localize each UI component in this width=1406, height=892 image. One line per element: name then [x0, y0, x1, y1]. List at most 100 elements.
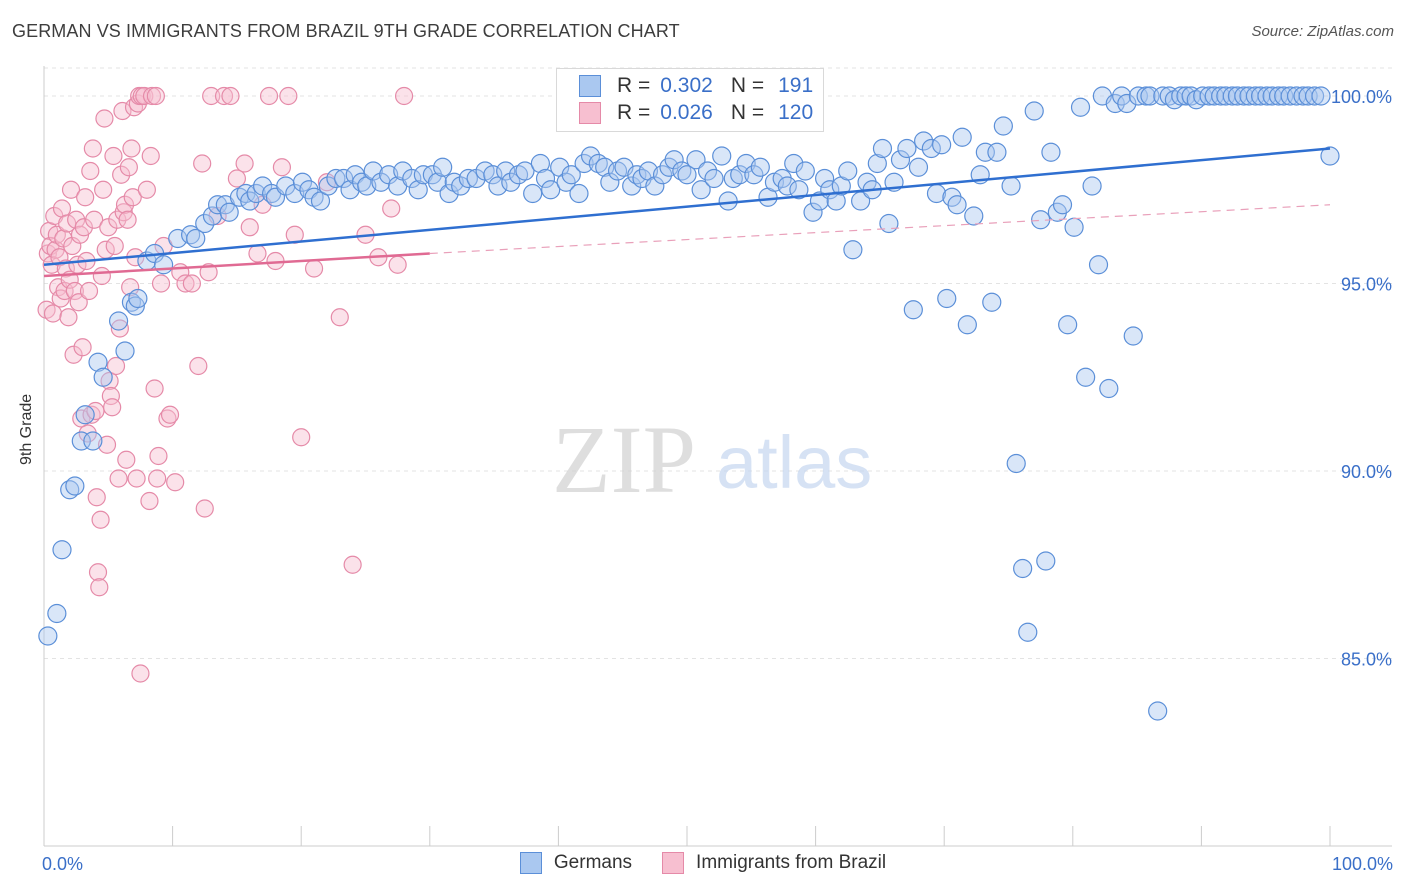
bottom-legend-germans[interactable]: Germans — [519, 852, 633, 874]
brazil-point-108 — [279, 86, 298, 106]
german-point-0 — [38, 626, 58, 646]
german-point-166 — [1117, 93, 1137, 114]
brazil-point-94 — [195, 499, 214, 518]
german-point-184 — [1222, 86, 1242, 106]
german-point-35 — [292, 172, 313, 192]
german-point-51 — [402, 168, 422, 189]
german-point-55 — [427, 172, 448, 192]
german-point-163 — [1099, 378, 1119, 399]
german-point-114 — [815, 168, 835, 189]
brazil-point-92 — [189, 356, 208, 376]
y-tick-label-1: 95.0% — [1341, 275, 1392, 295]
axes — [43, 66, 1392, 847]
legend: R = 0.302 N = 191 R = 0.026 N = 120 — [556, 68, 824, 132]
german-point-109 — [784, 153, 804, 174]
brazil-point-19 — [61, 180, 81, 199]
german-point-76 — [569, 183, 589, 204]
german-point-40 — [326, 168, 346, 189]
german-point-132 — [921, 138, 941, 159]
german-point-145 — [993, 116, 1013, 136]
german-point-80 — [595, 157, 615, 177]
german-point-144 — [987, 142, 1007, 162]
german-point-85 — [627, 165, 647, 185]
german-point-68 — [515, 161, 535, 181]
brazil-point-118 — [388, 255, 407, 274]
brazil-point-27 — [72, 409, 91, 428]
x-tick-label-0: 0.0% — [42, 854, 83, 874]
german-point-43 — [345, 165, 365, 185]
brazil-point-22 — [65, 281, 84, 301]
chart-title: GERMAN VS IMMIGRANTS FROM BRAZIL 9TH GRA… — [12, 21, 680, 41]
legend-r-value-brazil: 0.026 — [660, 101, 713, 124]
german-point-101 — [730, 165, 750, 185]
german-point-96 — [697, 161, 718, 181]
brazil-point-61 — [115, 195, 135, 214]
german-point-124 — [872, 138, 893, 159]
bottom-legend-label-germans: Germans — [553, 852, 633, 873]
legend-r-label: R = — [617, 74, 651, 97]
brazil-trend-extension — [429, 204, 1331, 255]
y-axis-label: 9th Grade — [18, 393, 35, 465]
y-tick-label-2: 90.0% — [1341, 462, 1392, 482]
german-point-23 — [208, 195, 228, 215]
legend-n-value-brazil: 120 — [778, 101, 814, 124]
brazil-point-93 — [193, 154, 212, 173]
german-point-72 — [541, 180, 561, 200]
bottom-legend-swatch-germans — [519, 852, 542, 874]
german-point-159 — [1076, 367, 1096, 387]
watermark-atlas: atlas — [716, 421, 872, 504]
german-point-9 — [93, 367, 113, 387]
german-point-148 — [1013, 558, 1033, 579]
brazil-point-30 — [76, 188, 95, 207]
brazil-point-52 — [104, 146, 123, 166]
brazil-point-59 — [113, 101, 132, 121]
brazil-point-40 — [88, 563, 108, 582]
german-point-4 — [65, 476, 85, 496]
german-point-137 — [947, 195, 967, 215]
brazil-point-107 — [272, 158, 292, 177]
german-point-3 — [60, 480, 80, 500]
german-point-127 — [890, 150, 911, 170]
german-point-130 — [908, 157, 929, 177]
german-point-52 — [408, 180, 428, 200]
brazil-point-64 — [119, 158, 138, 177]
german-point-176 — [1176, 86, 1196, 106]
german-point-60 — [458, 168, 478, 189]
german-point-63 — [483, 165, 503, 185]
german-point-190 — [1257, 86, 1277, 106]
german-point-17 — [153, 255, 174, 275]
german-point-8 — [88, 352, 108, 372]
german-point-156 — [1058, 315, 1078, 335]
german-point-94 — [686, 150, 706, 170]
brazil-point-34 — [81, 161, 100, 181]
german-point-10 — [108, 311, 129, 331]
german-point-123 — [867, 153, 887, 174]
german-point-129 — [903, 300, 923, 320]
brazil-point-114 — [343, 555, 362, 574]
legend-r-label: R = — [617, 101, 651, 124]
german-points — [38, 86, 1340, 721]
brazil-point-17 — [59, 308, 78, 327]
german-point-20 — [186, 228, 206, 249]
german-point-77 — [574, 153, 594, 174]
german-point-19 — [181, 225, 201, 245]
brazil-point-45 — [95, 109, 114, 128]
german-point-57 — [439, 183, 459, 204]
brazil-point-70 — [127, 469, 146, 488]
german-point-88 — [645, 176, 665, 196]
brazil-point-10 — [50, 248, 69, 267]
bottom-legend-brazil[interactable]: Immigrants from Brazil — [662, 852, 886, 874]
german-point-164 — [1105, 93, 1125, 114]
german-point-175 — [1171, 86, 1191, 106]
brazil-point-78 — [141, 146, 160, 166]
german-point-78 — [580, 146, 601, 166]
brazil-point-49 — [100, 371, 119, 391]
brazil-point-95 — [199, 263, 218, 282]
bottom-legend: Germans Immigrants from Brazil — [0, 852, 1406, 874]
german-point-125 — [879, 213, 899, 234]
german-point-157 — [1064, 217, 1084, 237]
legend-n-value-germans: 191 — [778, 74, 814, 97]
german-point-102 — [736, 153, 756, 174]
brazil-point-87 — [160, 405, 180, 424]
